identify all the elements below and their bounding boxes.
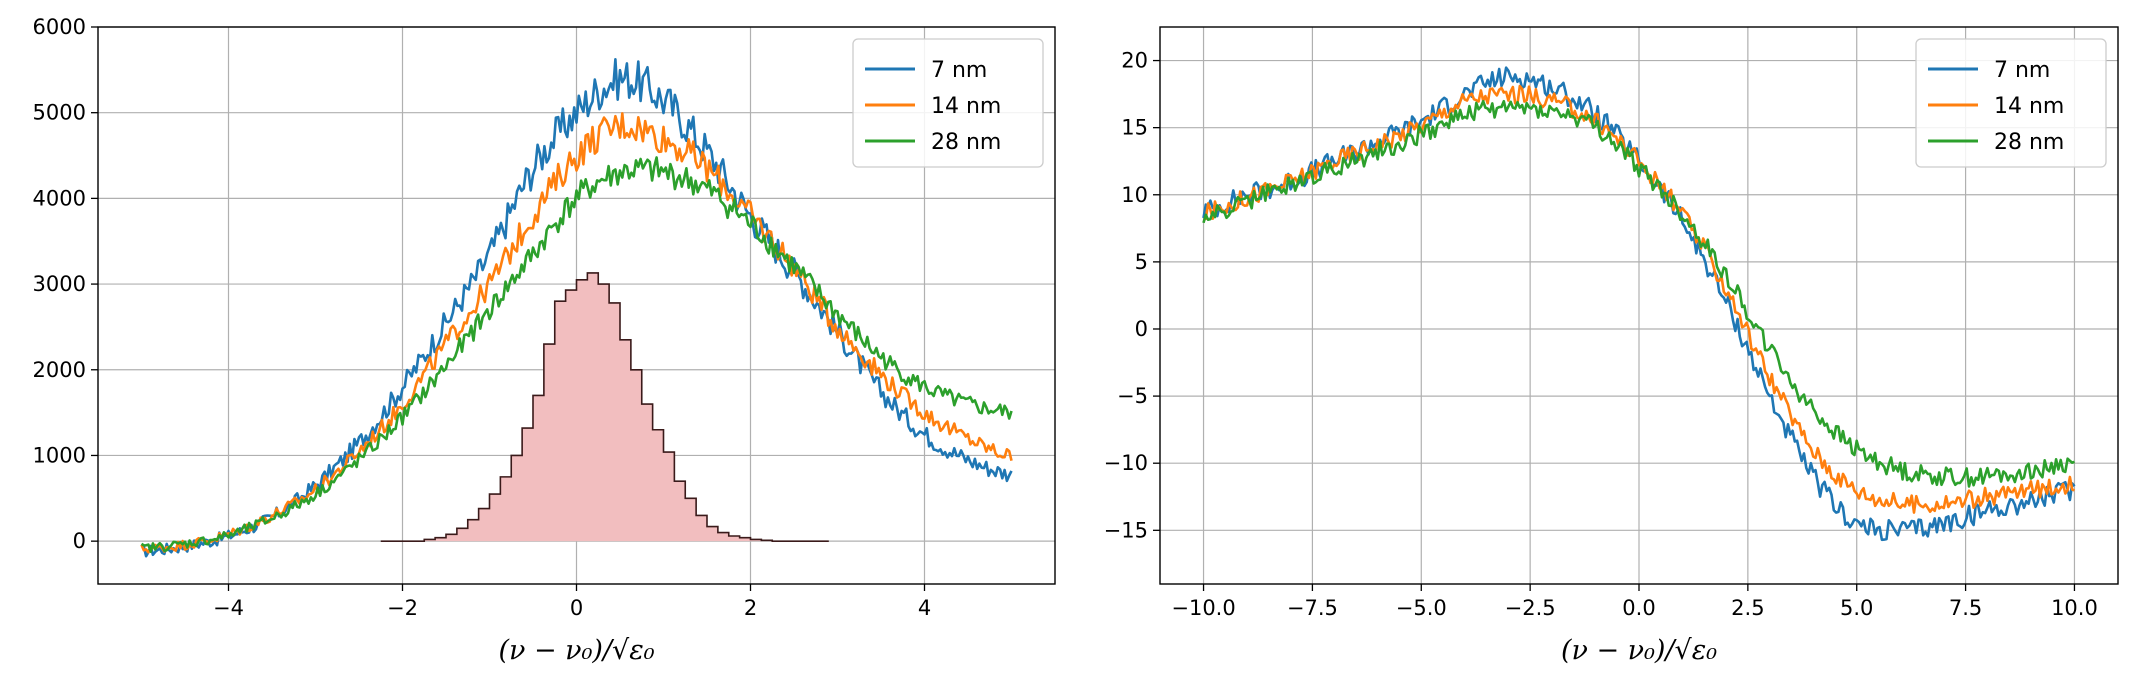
x-tick-label: −2 [387, 596, 418, 620]
x-tick-label: 2.5 [1731, 596, 1764, 620]
x-tick-label: −2.5 [1505, 596, 1556, 620]
histogram-fill [380, 272, 829, 542]
legend-label: 14 nm [1994, 94, 2064, 119]
y-tick-label: 0 [73, 529, 86, 553]
series-group [140, 58, 1013, 558]
x-axis-label: (ν − ν₀)/√ε₀ [1561, 635, 1717, 666]
legend-label: 28 nm [1994, 130, 2064, 155]
legend-label: 28 nm [931, 130, 1001, 155]
x-tick-label: 0 [570, 596, 583, 620]
x-tick-label: −4 [213, 596, 244, 620]
legend-label: 14 nm [931, 94, 1001, 119]
legend-box [852, 38, 1044, 168]
y-tick-label: 20 [1121, 49, 1148, 73]
right-plot-panel: −10.0 −7.5 −5.0 −2.5 0.0 2.5 5.0 7.5 10.0 −15 −10 −… [1104, 26, 2119, 666]
legend-label: 7 nm [931, 58, 987, 83]
left-plot-panel: −4 −2 0 2 4 0 1000 2000 3000 4000 5000 6000 (ν − ν₀)… [33, 15, 1056, 666]
x-tick-label: 5.0 [1840, 596, 1873, 620]
series-line-28-nm [140, 156, 1013, 553]
series-group [1202, 66, 2076, 542]
y-tick-label: 10 [1121, 183, 1148, 207]
x-tick-label: 2 [744, 596, 757, 620]
x-tick-label: 10.0 [2051, 596, 2098, 620]
legend-box [1915, 38, 2107, 168]
x-tick-label: 4 [918, 596, 931, 620]
y-tick-label: −15 [1104, 518, 1148, 542]
series-line-28-nm [1202, 99, 2075, 488]
y-tick-label: −10 [1104, 451, 1148, 475]
x-tick-label: −5.0 [1396, 596, 1447, 620]
x-tick-label: −10.0 [1171, 596, 1235, 620]
histogram-edge [380, 272, 829, 542]
series-line-14-nm [140, 112, 1013, 554]
x-tick-label: −7.5 [1287, 596, 1338, 620]
y-tick-label: 6000 [33, 15, 86, 39]
y-tick-label: 5 [1135, 250, 1148, 274]
y-tick-label: 1000 [33, 443, 86, 467]
histogram [380, 272, 829, 542]
x-tick-label: 7.5 [1949, 596, 1982, 620]
y-tick-label: 3000 [33, 272, 86, 296]
legend: 7 nm 14 nm 28 nm [852, 38, 1044, 168]
y-tick-label: 4000 [33, 186, 86, 210]
grid [1160, 27, 2118, 584]
y-tick-label: 5000 [33, 101, 86, 125]
y-tick-label: 2000 [33, 358, 86, 382]
legend-label: 7 nm [1994, 58, 2050, 83]
y-tick-label: −5 [1117, 384, 1148, 408]
y-tick-label: 0 [1135, 317, 1148, 341]
series-line-14-nm [1203, 84, 2075, 514]
legend: 7 nm 14 nm 28 nm [1915, 38, 2107, 168]
x-tick-label: 0.0 [1622, 596, 1655, 620]
y-tick-label: 15 [1121, 116, 1148, 140]
x-axis-label: (ν − ν₀)/√ε₀ [498, 635, 654, 666]
